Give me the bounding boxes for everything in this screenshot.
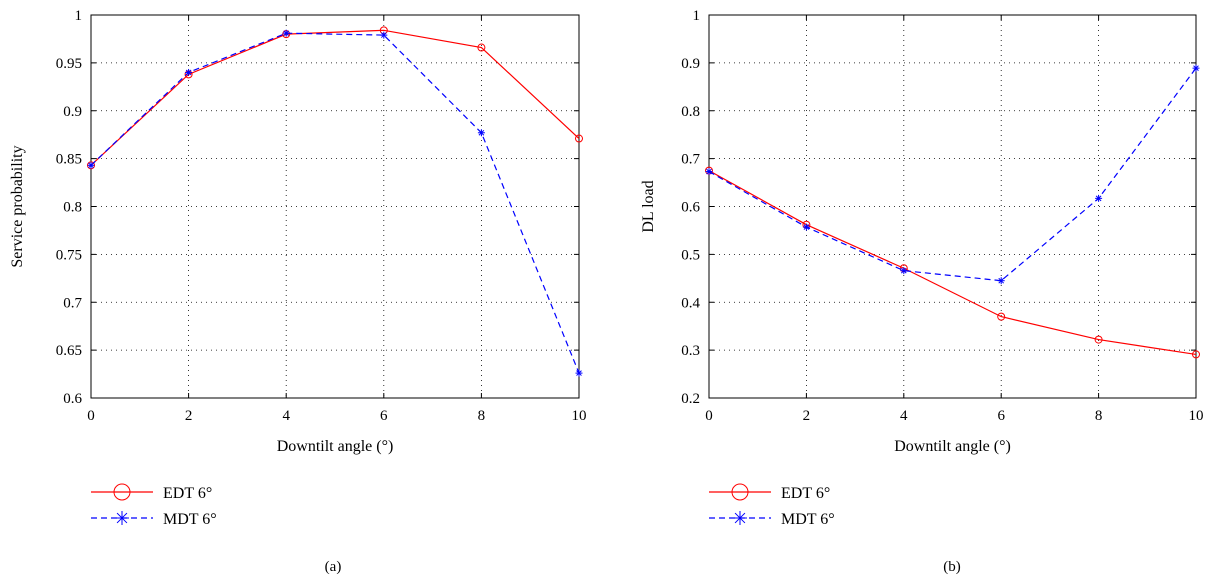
data-point [900,267,908,275]
data-point [1192,64,1200,72]
panel-caption: (a) [325,559,342,575]
x-tick-label: 0 [87,408,95,424]
legend-marker [731,483,749,501]
star-stroke [1193,65,1199,71]
y-tick-label: 0.6 [63,391,82,407]
data-point [1095,194,1103,202]
series-line [90,29,580,166]
star-stroke [803,224,810,230]
legend-marker [733,511,747,525]
panel-caption: (b) [943,559,961,575]
legend: EDT 6° MDT 6° [91,483,217,528]
star-stroke [1095,195,1102,202]
y-tick-label: 0.3 [681,343,700,359]
star-stroke [185,69,192,76]
y-tick-label: 0.9 [681,56,700,72]
y-tick-label: 0.7 [681,152,700,168]
star-stroke [706,168,712,175]
y-tick-label: 0.95 [56,56,82,72]
y-tick-label: 0.5 [681,247,700,263]
data-point [997,277,1005,285]
series-line [708,170,1197,356]
y-tick-label: 0.8 [63,200,82,216]
x-tick-label: 2 [803,408,811,424]
legend-label: MDT 6° [163,511,217,528]
x-tick-label: 10 [572,408,587,424]
plot-frame [708,14,1197,399]
y-tick-label: 0.4 [681,295,700,311]
star-stroke [478,129,485,136]
data-point [477,43,486,52]
x-tick-label: 8 [478,408,486,424]
legend: EDT 6° MDT 6° [709,483,835,528]
y-tick-label: 1 [75,8,83,24]
panel-a: 0 2 4 6 8 10 0.6 0.65 0.7 0.75 0.8 0.85 0.9 0.95 1 Down… [9,8,587,575]
ticks [708,14,1197,399]
data-point [1192,350,1200,359]
series-line [90,32,580,374]
legend-label: MDT 6° [781,511,835,528]
data-point [575,369,583,377]
y-axis-label: Service probability [9,145,26,267]
x-tick-label: 6 [380,408,388,424]
data-point [380,31,388,39]
y-tick-label: 0.65 [56,343,82,359]
y-tick-label: 0.7 [63,295,82,311]
x-tick-label: 8 [1095,408,1103,424]
star-stroke [116,512,128,524]
data-point [997,312,1006,321]
series-mdt [87,29,583,377]
legend-label: EDT 6° [163,485,212,502]
ticks [90,14,580,399]
legend-label: EDT 6° [781,485,830,502]
legend-marker [113,483,131,501]
x-axis-label: Downtilt angle (°) [277,438,394,455]
data-point [705,168,713,176]
data-point [185,68,193,76]
data-point [87,161,95,169]
y-tick-label: 0.2 [681,391,700,407]
y-tick-label: 1 [693,8,701,24]
y-axis-label: DL load [640,180,657,232]
y-tick-label: 0.9 [63,104,82,120]
series-line [708,67,1197,282]
x-tick-label: 0 [705,408,713,424]
x-tick-label: 10 [1189,408,1204,424]
x-tick-label: 4 [900,408,908,424]
series-edt [87,26,583,170]
plot-frame [90,14,580,399]
grid [709,15,1196,398]
star-stroke [900,267,907,274]
data-point [477,129,485,137]
y-tick-label: 0.6 [681,200,700,216]
data-point [575,134,583,143]
data-point [1094,335,1103,344]
star-stroke [283,30,290,37]
y-tick-label: 0.75 [56,247,82,263]
x-tick-label: 4 [282,408,290,424]
series-edt [705,166,1200,359]
grid [91,15,579,398]
panel-b: 0 2 4 6 8 10 0.2 0.3 0.4 0.5 0.6 0.7 0.8 0.9 1 Downtilt… [640,8,1204,575]
star-stroke [998,277,1005,284]
star-stroke [576,370,582,376]
data-point [802,223,810,231]
y-tick-label: 0.85 [56,152,82,168]
series-mdt [705,64,1200,285]
data-point [282,29,290,37]
x-tick-label: 6 [997,408,1005,424]
star-stroke [88,162,94,169]
x-tick-label: 2 [185,408,193,424]
x-axis-label: Downtilt angle (°) [894,438,1011,455]
star-stroke [734,512,746,524]
star-stroke [380,32,387,38]
y-tick-label: 0.8 [681,104,700,120]
legend-marker [115,511,129,525]
